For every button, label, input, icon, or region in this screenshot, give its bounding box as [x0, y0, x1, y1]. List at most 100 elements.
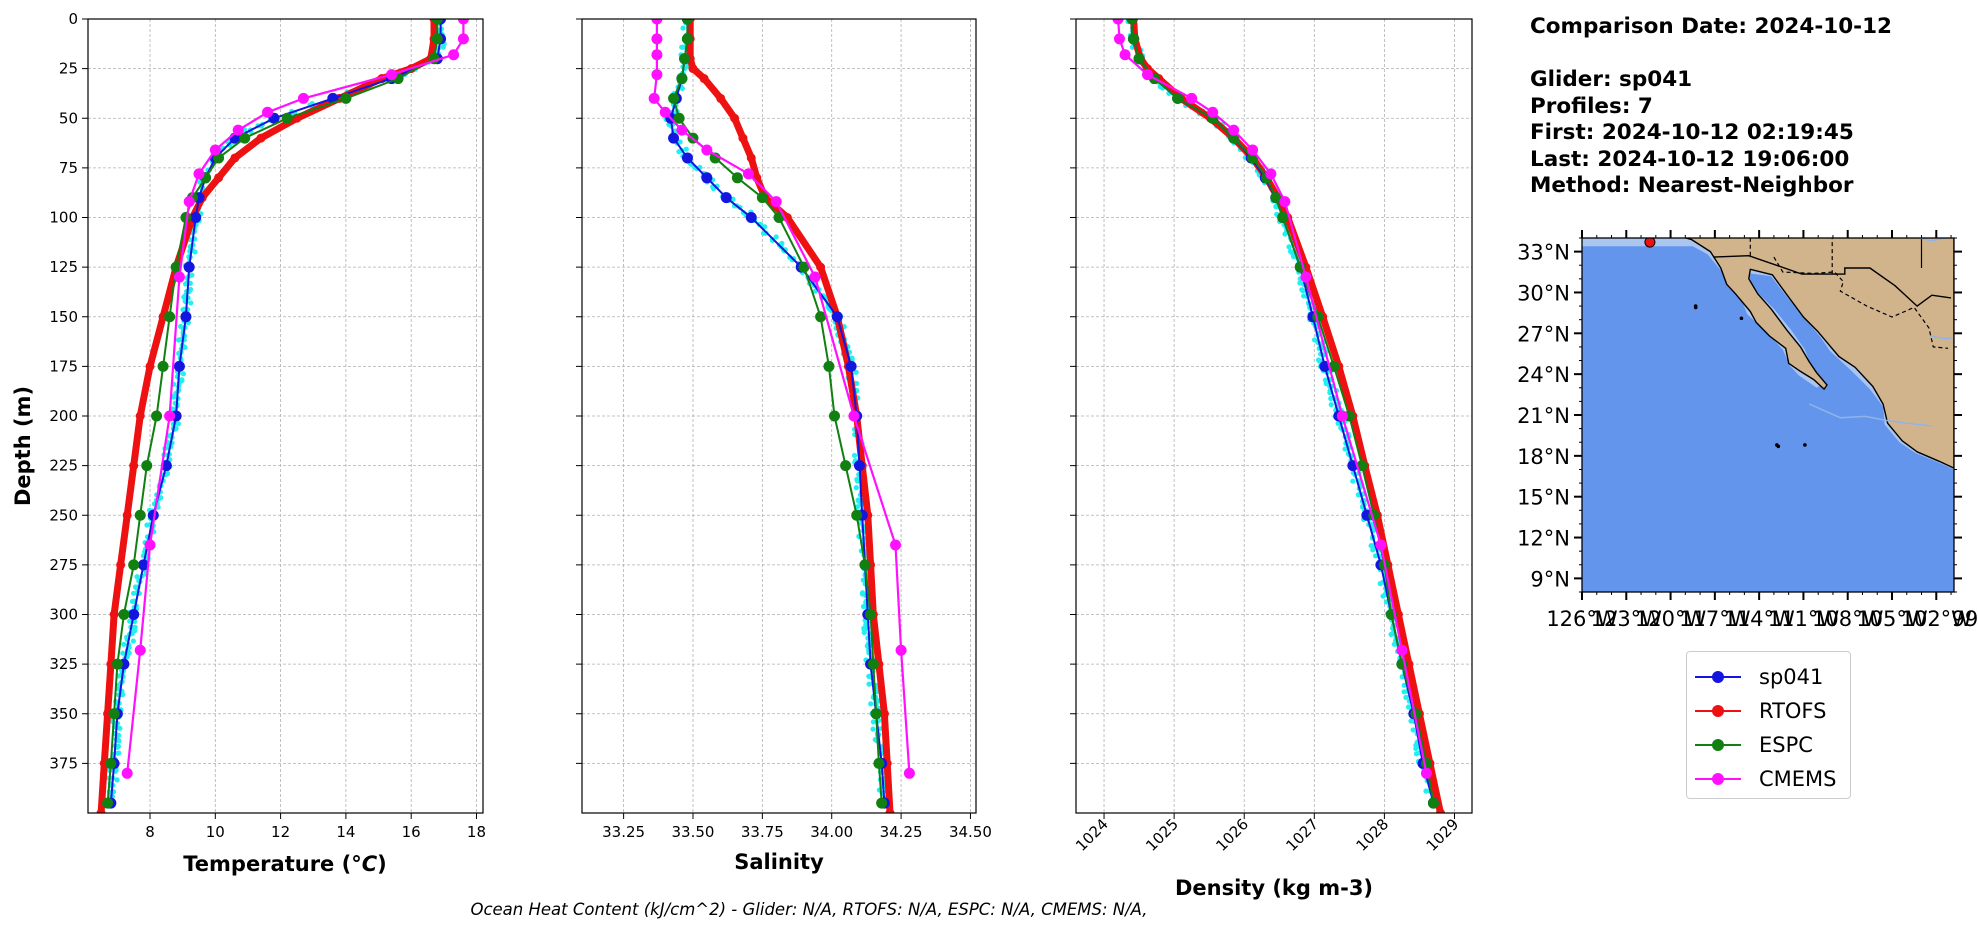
series-point-espc — [865, 609, 877, 620]
legend-marker-rtofs — [1712, 705, 1724, 717]
river — [1808, 403, 1932, 427]
series-point-rtofs — [879, 709, 889, 719]
latitude-label: 27°N — [1517, 322, 1570, 346]
plot-area — [96, 19, 469, 813]
series-point-espc — [681, 19, 693, 25]
series-point-cmems — [651, 33, 663, 45]
state-border — [1773, 256, 1949, 349]
series-line-cmems — [1117, 19, 1428, 774]
glider-raw-point — [1286, 244, 1292, 250]
series-point-rtofs — [256, 133, 266, 143]
series-point-cmems — [232, 124, 244, 136]
grid-lines — [582, 18, 976, 813]
glider-raw-point — [180, 371, 186, 377]
us-mexico-border — [1713, 254, 1952, 308]
glider-raw-point — [121, 641, 127, 647]
series-point-espc — [679, 53, 691, 65]
series-point-espc — [1228, 132, 1240, 144]
series-point-rtofs — [716, 93, 726, 103]
profile-count: Profiles: 7 — [1530, 93, 1653, 119]
series-point-espc — [1277, 212, 1289, 223]
longitude-label: 120°W — [1635, 607, 1707, 631]
glider-raw-point — [175, 337, 182, 343]
river — [1930, 335, 1954, 340]
glider-raw-point — [1405, 704, 1412, 710]
series-point-espc — [431, 33, 443, 45]
x-tick-label: 12 — [271, 823, 290, 841]
glider-raw-point — [1368, 543, 1374, 549]
grid-lines — [1076, 18, 1472, 813]
series-point-espc — [823, 360, 835, 372]
latitude-label: 12°N — [1517, 527, 1570, 551]
series-point-cmems — [297, 92, 309, 104]
series-point-cmems — [1420, 767, 1432, 779]
series-point-cmems — [1113, 33, 1125, 45]
legend-label-cmems: CMEMS — [1759, 767, 1837, 791]
series-point-espc — [828, 410, 840, 422]
glider-raw-point — [853, 369, 859, 375]
series-point-cmems — [1119, 49, 1131, 61]
y-tick-label: 350 — [49, 705, 78, 723]
glider-raw-point — [870, 726, 876, 732]
latitude-label: 24°N — [1517, 363, 1570, 387]
glider-raw-point — [1423, 788, 1429, 794]
series-point-rtofs — [816, 262, 826, 272]
landmass — [1683, 238, 1954, 469]
glider-raw-point — [866, 673, 872, 679]
series-point-espc — [128, 559, 140, 571]
series-point-espc — [281, 112, 293, 124]
x-tick-label: 1027 — [1282, 815, 1322, 855]
series-point-sp041 — [853, 460, 865, 472]
x-tick-label: 33.25 — [602, 823, 645, 841]
series-point-espc — [673, 112, 685, 124]
glider-raw-point — [1287, 248, 1294, 254]
series-point-rtofs — [214, 173, 224, 183]
series-point-rtofs — [738, 133, 748, 143]
longitude-label: 111°W — [1768, 607, 1840, 631]
series-point-cmems — [848, 410, 860, 422]
series-point-sp041 — [160, 460, 172, 472]
series-point-cmems — [895, 644, 907, 656]
y-tick-label: 225 — [49, 457, 78, 475]
glider-raw-points — [1125, 19, 1441, 807]
y-tick-label: 150 — [49, 308, 78, 326]
glider-raw-point — [144, 522, 150, 528]
series-point-espc — [876, 797, 888, 809]
glider-raw-point — [1301, 293, 1307, 299]
glider-raw-point — [1377, 580, 1383, 587]
series-point-espc — [873, 757, 885, 769]
glider-raw-point — [779, 240, 785, 246]
series-point-cmems — [701, 144, 713, 156]
series-point-cmems — [1300, 271, 1312, 283]
x-tick-label: 1025 — [1142, 815, 1182, 855]
glider-location-map: 33°N 30°N 27°N 24°N 21°N 18°N 15°N 12°N 9°N 126°W… — [1517, 230, 1978, 631]
footer-text: Ocean Heat Content (kJ/cm^2) - Glider: N… — [470, 900, 1148, 919]
latitude-label: 21°N — [1517, 404, 1570, 428]
glider-raw-point — [868, 701, 874, 707]
glider-raw-point — [129, 598, 135, 605]
series-point-cmems — [648, 92, 660, 104]
ocean-heat-content-footer: Ocean Heat Content (kJ/cm^2) - Glider: N… — [0, 900, 1978, 919]
series-line-sp041 — [1131, 19, 1435, 804]
series-point-rtofs — [1435, 808, 1445, 813]
glider-raw-point — [117, 725, 123, 731]
series-point-cmems — [457, 33, 469, 45]
series-point-cmems — [448, 49, 460, 61]
glider-raw-point — [1311, 337, 1318, 343]
series-point-cmems — [1265, 168, 1277, 180]
glider-raw-point — [860, 603, 867, 610]
x-tick-label: 10 — [206, 823, 225, 841]
series-point-rtofs — [688, 64, 698, 74]
series-point-cmems — [121, 767, 133, 779]
glider-raw-point — [1323, 381, 1329, 387]
glider-raw-point — [187, 286, 194, 293]
glider-raw-point — [1403, 694, 1409, 700]
longitude-label: 108°W — [1812, 607, 1884, 631]
series-cmems — [121, 19, 469, 779]
glider-raw-point — [863, 621, 869, 628]
glider-raw-point — [165, 471, 171, 477]
series-point-espc — [151, 410, 163, 422]
glider-raw-point — [1413, 742, 1419, 748]
series-point-espc — [1356, 460, 1368, 472]
series-point-rtofs — [699, 74, 709, 84]
